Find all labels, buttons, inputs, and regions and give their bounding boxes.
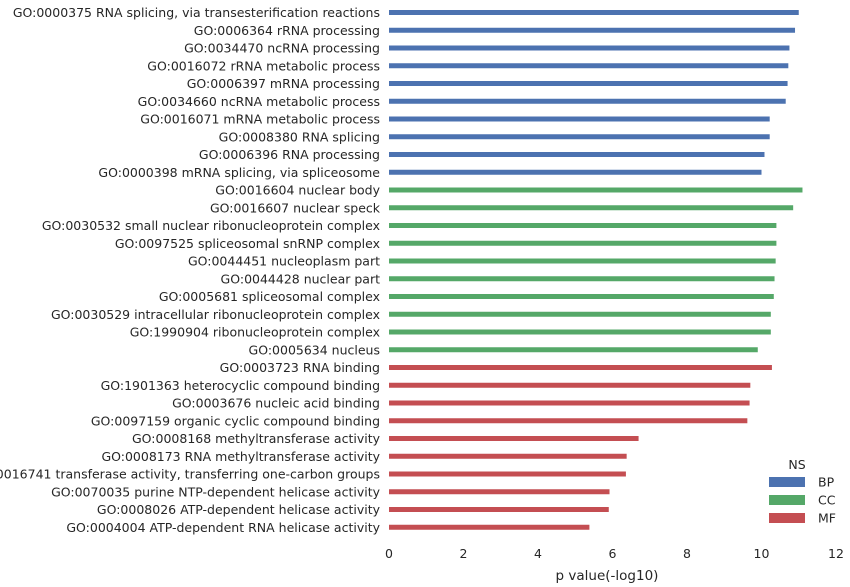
category-label: GO:0070035 purine NTP-dependent helicase… <box>51 484 381 499</box>
category-label: GO:0006364 rRNA processing <box>194 23 380 38</box>
category-label: GO:0006397 mRNA processing <box>187 76 380 91</box>
bar-13 <box>389 223 777 228</box>
bar-2 <box>389 27 796 33</box>
bar-25 <box>389 436 639 441</box>
x-axis-ticks: 0 2 4 6 8 10 12 <box>385 546 844 561</box>
bar-21 <box>389 365 772 370</box>
category-label: GO:0005634 nucleus <box>249 342 380 357</box>
bar-7 <box>389 116 770 122</box>
bar-8 <box>389 134 770 140</box>
legend-title: NS <box>788 457 805 472</box>
category-label: GO:0004004 ATP-dependent RNA helicase ac… <box>66 520 380 535</box>
category-label: GO:0008026 ATP-dependent helicase activi… <box>97 502 381 517</box>
x-tick-label: 8 <box>683 546 691 561</box>
legend-label-mf: MF <box>818 511 836 526</box>
category-label: GO:0016741 transferase activity, transfe… <box>0 467 380 482</box>
bar-1 <box>389 10 799 15</box>
category-label: GO:0000375 RNA splicing, via transesteri… <box>13 5 380 20</box>
bar-17 <box>389 294 774 299</box>
category-label: GO:0034660 ncRNA metabolic process <box>138 94 380 109</box>
bar-30 <box>389 524 590 530</box>
category-label: GO:0030532 small nuclear ribonucleoprote… <box>42 218 380 233</box>
bar-18 <box>389 311 771 317</box>
legend-label-bp: BP <box>818 475 835 490</box>
category-label: GO:0003723 RNA binding <box>220 360 380 375</box>
bar-19 <box>389 329 771 335</box>
x-tick-label: 0 <box>385 546 393 561</box>
category-label: GO:0097159 organic cyclic compound bindi… <box>91 413 380 428</box>
x-tick-label: 12 <box>828 546 844 561</box>
legend-label-cc: CC <box>818 493 836 508</box>
bar-4 <box>389 63 789 69</box>
category-label: GO:0000398 mRNA splicing, via spliceosom… <box>98 165 380 180</box>
bar-28 <box>389 489 610 495</box>
category-label: GO:0005681 spliceosomal complex <box>159 289 380 304</box>
bar-29 <box>389 507 609 512</box>
category-label: GO:0030529 intracellular ribonucleoprote… <box>51 307 380 322</box>
bar-26 <box>389 453 627 459</box>
bar-24 <box>389 418 748 424</box>
category-label: GO:0016071 mRNA metabolic process <box>140 112 380 127</box>
legend-entries: BP CC MF <box>769 475 836 526</box>
bar-6 <box>389 98 786 104</box>
category-label: GO:0044451 nucleoplasm part <box>188 254 380 269</box>
bar-10 <box>389 169 762 175</box>
category-label: GO:0008168 methyltransferase activity <box>132 431 381 446</box>
bar-22 <box>389 382 751 388</box>
bars-layer <box>389 10 803 530</box>
bar-27 <box>389 471 626 477</box>
category-label: GO:0097525 spliceosomal snRNP complex <box>115 236 380 251</box>
category-label: GO:1990904 ribonucleoprotein complex <box>130 325 380 340</box>
legend-swatch-mf <box>769 513 805 523</box>
bar-15 <box>389 258 776 264</box>
x-axis-title: p value(-log10) <box>556 568 659 584</box>
x-tick-label: 6 <box>609 546 617 561</box>
category-label: GO:0006396 RNA processing <box>199 147 380 162</box>
bar-9 <box>389 152 765 157</box>
category-label: GO:0008173 RNA methyltransferase activit… <box>101 449 380 464</box>
category-label: GO:0008380 RNA splicing <box>219 129 380 144</box>
bar-14 <box>389 240 777 246</box>
legend-swatch-cc <box>769 495 805 505</box>
bar-11 <box>389 187 803 193</box>
category-labels: GO:0000375 RNA splicing, via transesteri… <box>0 5 381 535</box>
bar-5 <box>389 81 788 86</box>
bar-16 <box>389 276 775 282</box>
category-label: GO:0016072 rRNA metabolic process <box>147 58 380 73</box>
category-label: GO:0016604 nuclear body <box>215 183 380 198</box>
x-tick-label: 10 <box>754 546 770 561</box>
legend: NS BP CC MF <box>769 457 836 526</box>
category-label: GO:0003676 nucleic acid binding <box>172 396 380 411</box>
legend-swatch-bp <box>769 477 805 487</box>
category-label: GO:0034470 ncRNA processing <box>184 41 380 56</box>
x-tick-label: 4 <box>534 546 542 561</box>
category-label: GO:0016607 nuclear speck <box>210 200 381 215</box>
category-label: GO:1901363 heterocyclic compound binding <box>101 378 380 393</box>
x-tick-label: 2 <box>460 546 468 561</box>
bar-3 <box>389 45 790 51</box>
bar-23 <box>389 400 750 406</box>
bar-12 <box>389 205 794 211</box>
bar-20 <box>389 347 758 353</box>
category-label: GO:0044428 nuclear part <box>221 271 381 286</box>
